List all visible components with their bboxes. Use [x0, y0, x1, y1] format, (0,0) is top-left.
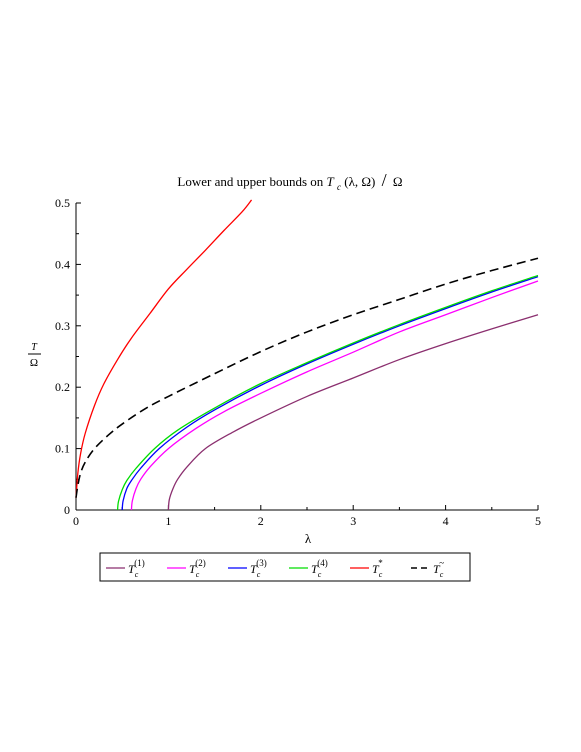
series-layer — [75, 199, 539, 511]
chart-title: Lower and upper bounds on T c (λ, Ω) / Ω — [177, 170, 402, 193]
legend-label-4: Tc (4) — [311, 558, 328, 579]
legend-superscript: (4) — [317, 558, 328, 568]
x-axis-label: λ — [305, 531, 312, 546]
legend-superscript: (3) — [256, 558, 267, 568]
legend-symbol: T — [372, 562, 380, 576]
legend-label-3: Tc (3) — [250, 558, 267, 579]
legend-label-6: Tc ~ — [433, 558, 444, 579]
title-prefix: Lower and upper bounds on — [177, 174, 326, 189]
legend-subscript: c — [379, 570, 383, 579]
title-denominator: Ω — [393, 174, 403, 189]
y-tick-label: 0.2 — [55, 380, 70, 394]
legend-subscript: c — [440, 570, 444, 579]
series-line-5 — [75, 199, 253, 498]
legend-label-1: Tc (1) — [128, 558, 145, 579]
title-args: (λ, Ω) — [344, 174, 375, 189]
y-tick-label: 0.5 — [55, 196, 70, 210]
legend-label-5: Tc * — [372, 558, 383, 579]
series-line-2 — [130, 280, 539, 511]
y-tick-label: 0.4 — [55, 257, 70, 271]
legend-subscript: c — [257, 570, 261, 579]
legend-symbol: T — [311, 562, 319, 576]
title-divider: / — [382, 170, 387, 190]
legend-superscript: ~ — [439, 558, 444, 568]
legend-symbol: T — [433, 562, 441, 576]
legend-symbol: T — [250, 562, 258, 576]
legend-label-2: Tc (2) — [189, 558, 206, 579]
legend-superscript: (2) — [195, 558, 206, 568]
legend-subscript: c — [318, 570, 322, 579]
series-line-6 — [75, 257, 539, 498]
legend-box — [99, 552, 471, 582]
y-tick-label: 0.1 — [55, 442, 70, 456]
title-subscript: c — [337, 182, 341, 192]
legend-superscript: (1) — [134, 558, 145, 568]
series-line-3 — [121, 276, 539, 511]
x-tick-label: 4 — [443, 514, 449, 528]
x-tick-label: 0 — [73, 514, 79, 528]
title-symbol: T — [327, 174, 335, 189]
y-tick-label: 0 — [64, 503, 70, 517]
y-axis-label: T Ω — [28, 342, 41, 369]
legend-superscript: * — [378, 558, 383, 568]
x-tick-label: 3 — [350, 514, 356, 528]
legend-symbol: T — [189, 562, 197, 576]
y-label-denominator: Ω — [30, 357, 38, 369]
series-line-4 — [116, 274, 539, 511]
legend: Tc(1) Tc(2) Tc(3) Tc(4) Tc* Tc~ — [99, 552, 471, 582]
x-tick-label: 2 — [258, 514, 264, 528]
y-label-numerator: T — [31, 342, 38, 353]
legend-subscript: c — [196, 570, 200, 579]
series-line-1 — [167, 314, 539, 511]
y-tick-label: 0.3 — [55, 319, 70, 333]
legend-symbol: T — [128, 562, 136, 576]
x-tick-label: 1 — [165, 514, 171, 528]
legend-subscript: c — [135, 570, 139, 579]
x-tick-label: 5 — [535, 514, 541, 528]
axes: 0 1 2 3 4 5 0 0.1 0.2 0.3 0.4 0.5 — [55, 196, 541, 528]
